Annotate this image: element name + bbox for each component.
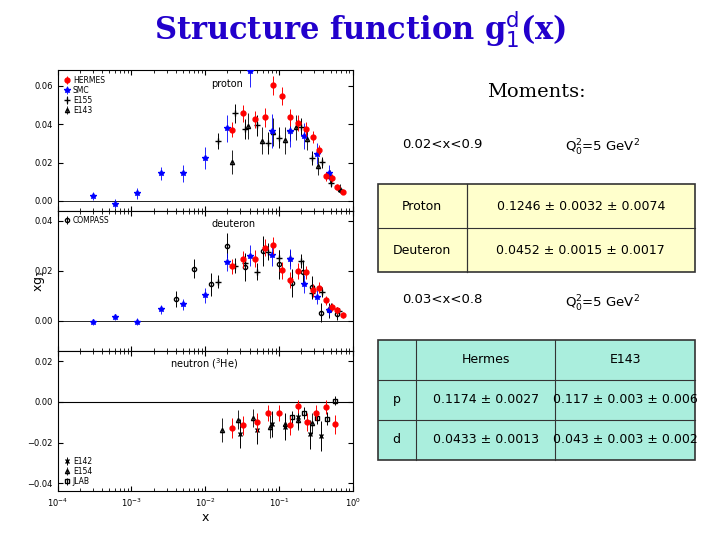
- Text: 0.02<x<0.9: 0.02<x<0.9: [402, 138, 482, 151]
- Text: 0.0452 ± 0.0015 ± 0.0017: 0.0452 ± 0.0015 ± 0.0017: [497, 244, 665, 256]
- Bar: [377, 184, 696, 272]
- Bar: [377, 340, 696, 460]
- Text: xg$_1$: xg$_1$: [32, 269, 47, 292]
- Text: 0.0433 ± 0.0013: 0.0433 ± 0.0013: [433, 433, 539, 446]
- Text: proton: proton: [211, 79, 243, 89]
- Text: Moments:: Moments:: [487, 83, 585, 101]
- X-axis label: x: x: [202, 511, 209, 524]
- Legend: COMPASS: COMPASS: [61, 214, 111, 226]
- Legend: E142, E154, JLAB: E142, E154, JLAB: [61, 455, 94, 488]
- Text: Q$_0^2$=5 GeV$^2$: Q$_0^2$=5 GeV$^2$: [564, 293, 639, 314]
- Text: Deuteron: Deuteron: [393, 244, 451, 256]
- Text: 0.03<x<0.8: 0.03<x<0.8: [402, 293, 482, 306]
- Text: neutron ($^3$He): neutron ($^3$He): [170, 356, 238, 372]
- Text: Proton: Proton: [402, 200, 442, 213]
- Text: 0.117 ± 0.003 ± 0.006: 0.117 ± 0.003 ± 0.006: [553, 393, 698, 406]
- Text: 0.043 ± 0.003 ± 0.002: 0.043 ± 0.003 ± 0.002: [553, 433, 698, 446]
- Text: d: d: [392, 433, 401, 446]
- Text: Hermes: Hermes: [462, 353, 510, 366]
- Text: deuteron: deuteron: [211, 219, 255, 230]
- Legend: HERMES, SMC, E155, E143: HERMES, SMC, E155, E143: [61, 74, 107, 117]
- Text: Structure function g$_1^{\rm d}$(x): Structure function g$_1^{\rm d}$(x): [154, 10, 566, 50]
- Text: Q$_0^2$=5 GeV$^2$: Q$_0^2$=5 GeV$^2$: [564, 138, 639, 158]
- Text: p: p: [392, 393, 400, 406]
- Text: E143: E143: [610, 353, 641, 366]
- Text: 0.1246 ± 0.0032 ± 0.0074: 0.1246 ± 0.0032 ± 0.0074: [497, 200, 665, 213]
- Text: 0.1174 ± 0.0027: 0.1174 ± 0.0027: [433, 393, 539, 406]
